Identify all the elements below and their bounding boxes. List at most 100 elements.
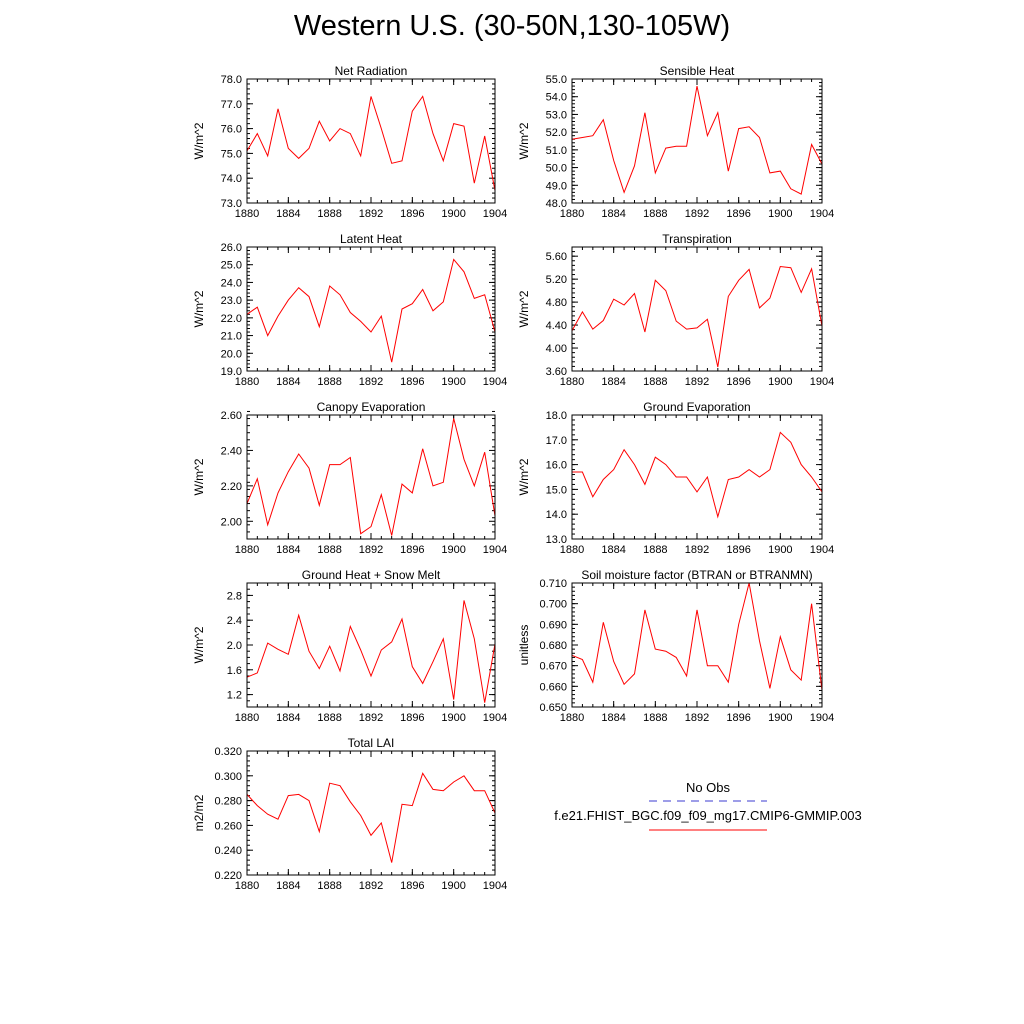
x-tick-label: 1896 bbox=[726, 712, 750, 724]
y-tick-label: 2.40 bbox=[221, 445, 242, 457]
y-tick-label: 0.260 bbox=[214, 820, 242, 832]
x-tick-label: 1900 bbox=[768, 376, 792, 388]
y-tick-label: 22.0 bbox=[221, 313, 242, 325]
x-tick-label: 1892 bbox=[685, 712, 709, 724]
y-axis-label: W/m^2 bbox=[192, 626, 206, 663]
x-tick-label: 1880 bbox=[235, 208, 259, 220]
x-tick-label: 1896 bbox=[400, 376, 424, 388]
panel-title: Transpiration bbox=[662, 232, 732, 246]
y-tick-label: 1.2 bbox=[227, 690, 242, 702]
y-axis-label: m2/m2 bbox=[192, 794, 206, 831]
y-tick-label: 24.0 bbox=[221, 277, 242, 289]
x-tick-label: 1884 bbox=[601, 544, 625, 556]
x-tick-label: 1880 bbox=[235, 376, 259, 388]
x-tick-label: 1896 bbox=[400, 544, 424, 556]
y-tick-label: 0.690 bbox=[539, 619, 567, 631]
x-tick-label: 1904 bbox=[483, 712, 507, 724]
y-axis-label: W/m^2 bbox=[192, 458, 206, 495]
x-tick-label: 1880 bbox=[235, 712, 259, 724]
x-tick-label: 1892 bbox=[359, 880, 383, 892]
y-axis-label: W/m^2 bbox=[517, 122, 531, 159]
y-tick-label: 3.60 bbox=[546, 366, 567, 378]
y-tick-label: 0.320 bbox=[214, 746, 242, 758]
x-tick-label: 1884 bbox=[276, 376, 300, 388]
x-tick-label: 1888 bbox=[643, 376, 667, 388]
plot-frame bbox=[571, 582, 823, 708]
x-tick-label: 1900 bbox=[768, 544, 792, 556]
y-tick-label: 74.0 bbox=[221, 173, 242, 185]
x-tick-label: 1904 bbox=[483, 208, 507, 220]
x-tick-label: 1896 bbox=[400, 208, 424, 220]
panel-title: Canopy Evaporation bbox=[317, 400, 426, 414]
y-tick-label: 0.300 bbox=[214, 771, 242, 783]
series-line-1 bbox=[571, 85, 823, 195]
y-tick-label: 23.0 bbox=[221, 295, 242, 307]
y-tick-label: 49.0 bbox=[546, 180, 567, 192]
plot-frame bbox=[246, 78, 496, 204]
plot-frame bbox=[571, 414, 823, 540]
panel-title: Total LAI bbox=[348, 736, 395, 750]
x-tick-label: 1888 bbox=[643, 712, 667, 724]
x-tick-label: 1888 bbox=[643, 208, 667, 220]
y-tick-label: 0.220 bbox=[214, 870, 242, 882]
plot-frame bbox=[246, 582, 496, 708]
plot-frame bbox=[246, 750, 496, 876]
x-tick-label: 1884 bbox=[276, 544, 300, 556]
x-tick-label: 1900 bbox=[768, 712, 792, 724]
y-tick-label: 4.40 bbox=[546, 320, 567, 332]
x-tick-label: 1892 bbox=[359, 712, 383, 724]
y-tick-label: 0.700 bbox=[539, 599, 567, 611]
x-tick-label: 1904 bbox=[810, 376, 834, 388]
x-tick-label: 1880 bbox=[235, 880, 259, 892]
y-tick-label: 2.4 bbox=[227, 615, 242, 627]
y-axis-label: W/m^2 bbox=[517, 290, 531, 327]
y-tick-label: 20.0 bbox=[221, 348, 242, 360]
y-tick-label: 17.0 bbox=[546, 435, 567, 447]
y-tick-label: 48.0 bbox=[546, 198, 567, 210]
x-tick-label: 1896 bbox=[400, 712, 424, 724]
series-line-1 bbox=[571, 265, 823, 368]
y-tick-label: 76.0 bbox=[221, 124, 242, 136]
chart-panel-4: Transpiration W/m^2 1880 1884 1888 1892 1896 19… bbox=[517, 232, 834, 388]
x-tick-label: 1892 bbox=[685, 376, 709, 388]
x-tick-label: 1880 bbox=[235, 544, 259, 556]
chart-panel-9: Total LAI m2/m2 1880 1884 1888 1892 1896 1900 19… bbox=[192, 736, 507, 892]
y-tick-label: 15.0 bbox=[546, 484, 567, 496]
y-tick-label: 75.0 bbox=[221, 148, 242, 160]
x-tick-label: 1892 bbox=[685, 544, 709, 556]
y-tick-label: 5.60 bbox=[546, 251, 567, 263]
plot-frame bbox=[571, 246, 823, 372]
x-tick-label: 1904 bbox=[483, 544, 507, 556]
y-tick-label: 78.0 bbox=[221, 74, 242, 86]
y-tick-label: 54.0 bbox=[546, 92, 567, 104]
x-tick-label: 1892 bbox=[359, 376, 383, 388]
x-tick-label: 1896 bbox=[400, 880, 424, 892]
chart-panel-1: Net Radiation W/m^2 1880 1884 1888 1892 1896 19… bbox=[192, 64, 507, 220]
y-tick-label: 73.0 bbox=[221, 198, 242, 210]
chart-panel-6: Ground Evaporation W/m^2 1880 1884 1888 1892 1… bbox=[517, 400, 834, 556]
x-tick-label: 1880 bbox=[560, 208, 584, 220]
x-tick-label: 1880 bbox=[560, 376, 584, 388]
legend-label-model: f.e21.FHIST_BGC.f09_f09_mg17.CMIP6-GMMIP… bbox=[554, 808, 862, 823]
plot-frame bbox=[246, 246, 496, 372]
panel-title: Ground Evaporation bbox=[643, 400, 750, 414]
y-tick-label: 51.0 bbox=[546, 145, 567, 157]
y-tick-label: 25.0 bbox=[221, 260, 242, 272]
x-tick-label: 1884 bbox=[601, 376, 625, 388]
x-tick-label: 1896 bbox=[726, 376, 750, 388]
y-tick-label: 1.6 bbox=[227, 665, 242, 677]
legend-label-no-obs: No Obs bbox=[686, 780, 731, 795]
y-tick-label: 5.20 bbox=[546, 274, 567, 286]
chart-panel-5: Canopy Evaporation W/m^2 1880 1884 1888 1892 1… bbox=[192, 400, 507, 556]
y-tick-label: 50.0 bbox=[546, 163, 567, 175]
x-tick-label: 1888 bbox=[317, 208, 341, 220]
chart-panel-8: Soil moisture factor (BTRAN or BTRANMN) u… bbox=[517, 568, 834, 724]
plot-frame bbox=[246, 414, 496, 540]
plot-frame bbox=[571, 78, 823, 204]
y-tick-label: 4.80 bbox=[546, 297, 567, 309]
y-axis-label: W/m^2 bbox=[517, 458, 531, 495]
y-tick-label: 19.0 bbox=[221, 366, 242, 378]
y-tick-label: 2.20 bbox=[221, 481, 242, 493]
y-tick-label: 4.00 bbox=[546, 343, 567, 355]
x-tick-label: 1904 bbox=[810, 544, 834, 556]
